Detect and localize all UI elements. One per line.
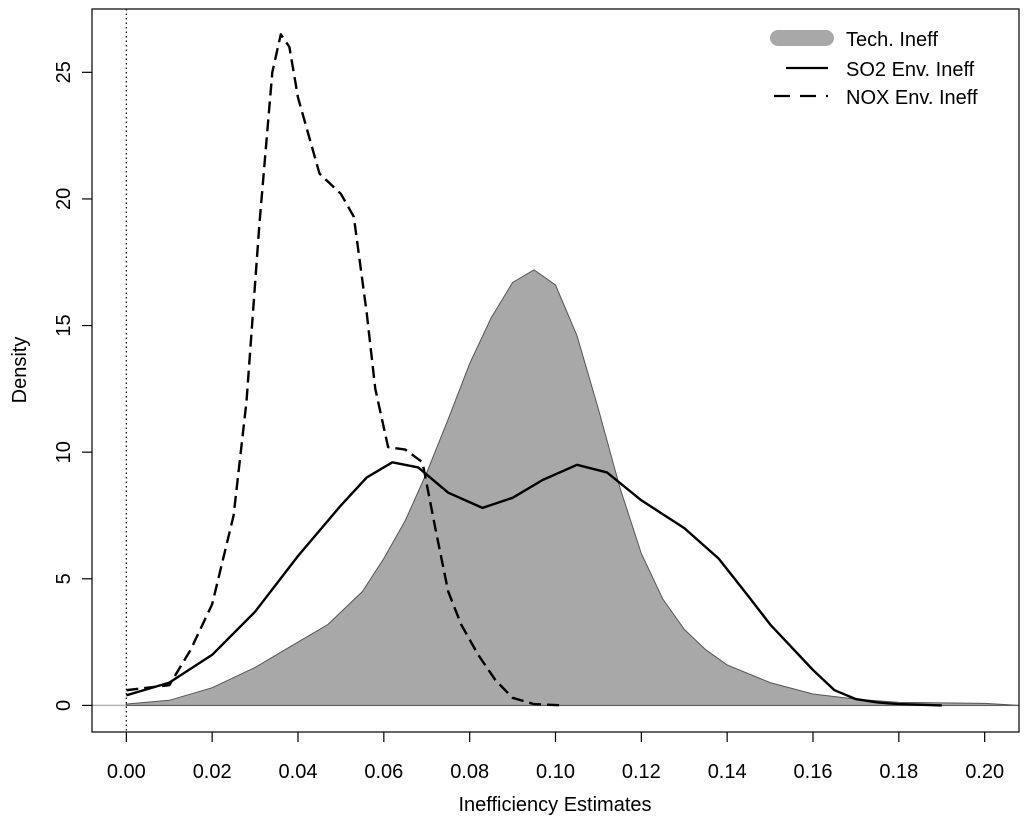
- axis-layer: 0.00 0.02 0.04 0.06 0.08 0.10 0.12 0.14 0.16 0.18…: [53, 61, 1004, 783]
- y-axis-label: Density: [9, 337, 31, 404]
- plot-layer: [92, 9, 1020, 732]
- series-tech-ineff-area: [125, 269, 1020, 706]
- x-tick-label: 0.20: [965, 761, 1004, 783]
- legend: Tech. Ineff SO2 Env. Ineff NOX Env. Ineff: [770, 29, 978, 109]
- y-tick-label: 5: [53, 573, 75, 584]
- x-tick-label: 0.04: [279, 761, 318, 783]
- legend-label: NOX Env. Ineff: [846, 87, 978, 109]
- x-tick-label: 0.12: [622, 761, 661, 783]
- x-tick-label: 0.00: [107, 761, 146, 783]
- series-nox-env-ineff-line: [126, 33, 565, 707]
- x-tick-label: 0.18: [879, 761, 918, 783]
- legend-label: SO2 Env. Ineff: [846, 59, 975, 81]
- x-tick-label: 0.02: [193, 761, 232, 783]
- y-tick-label: 10: [53, 441, 75, 463]
- legend-label: Tech. Ineff: [846, 29, 938, 51]
- series-so2-env-ineff-line: [125, 461, 942, 707]
- x-axis-label: Inefficiency Estimates: [458, 794, 651, 816]
- y-tick-label: 20: [53, 188, 75, 210]
- x-tick-label: 0.16: [794, 761, 833, 783]
- y-tick-label: 15: [53, 314, 75, 336]
- x-tick-label: 0.08: [450, 761, 489, 783]
- x-tick-label: 0.14: [708, 761, 747, 783]
- x-tick-label: 0.10: [536, 761, 575, 783]
- y-tick-label: 25: [53, 61, 75, 83]
- x-tick-label: 0.06: [364, 761, 403, 783]
- y-tick-label: 0: [53, 700, 75, 711]
